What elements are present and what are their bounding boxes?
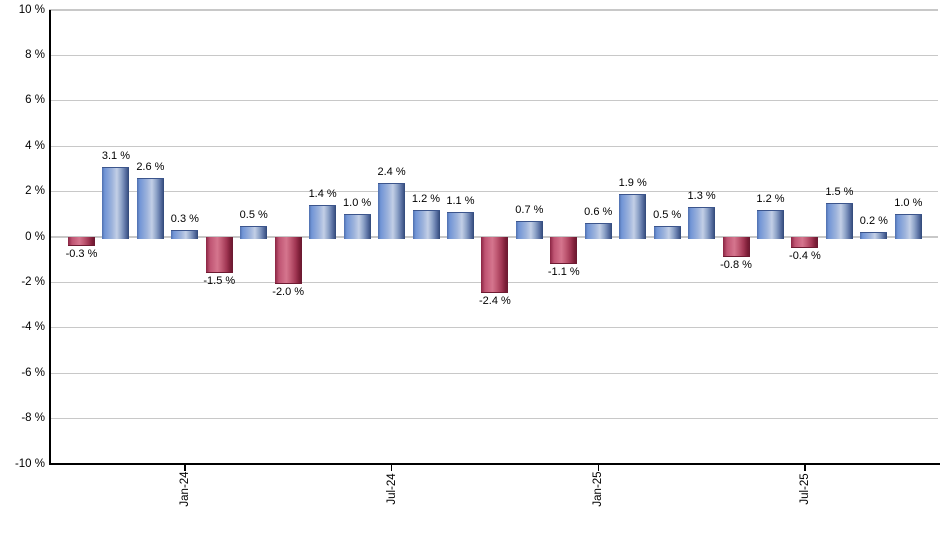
bar-positive [240, 225, 268, 239]
bar-positive [378, 182, 406, 239]
y-gridline [49, 372, 938, 374]
y-gridline [49, 100, 938, 102]
bar-value-label: 1.1 % [446, 195, 475, 208]
bar-positive [412, 209, 440, 239]
x-axis-tick-label: Jan-24 [178, 471, 191, 507]
bar-value-label: 1.0 % [343, 197, 372, 210]
bar-positive [825, 202, 853, 239]
bar-positive [860, 232, 888, 239]
bar-positive [894, 214, 922, 239]
bar-negative [205, 237, 233, 274]
bar-positive [309, 205, 337, 239]
bar-value-label: 1.2 % [411, 192, 441, 205]
bar-value-label: 3.1 % [101, 149, 130, 162]
bar-value-label: 1.3 % [687, 190, 716, 203]
x-axis-tick [597, 464, 599, 471]
bar-negative [722, 237, 750, 258]
bar-value-label: 1.0 % [894, 197, 923, 210]
bar-positive [446, 212, 474, 239]
bar-negative [274, 237, 302, 285]
y-axis-tick-label: 2 % [25, 185, 45, 198]
bar-negative [68, 237, 95, 246]
bar-value-label: -0.4 % [789, 250, 821, 263]
bar-positive [688, 207, 716, 239]
y-axis-tick-label: -8 % [21, 412, 45, 425]
bar-positive [171, 230, 199, 239]
bar-value-label: 1.9 % [618, 176, 647, 189]
y-axis-tick-label: 8 % [25, 48, 45, 61]
bar-positive [619, 193, 647, 239]
bar-negative [791, 237, 819, 249]
y-axis-tick-label: -2 % [21, 275, 45, 288]
y-gridline [49, 54, 938, 57]
bar-value-label: 0.5 % [653, 208, 682, 221]
y-gridline [49, 327, 938, 329]
y-axis-tick-label: 4 % [25, 139, 45, 152]
x-axis-tick-label: Jul-24 [385, 473, 398, 505]
bar-value-label: 0.3 % [170, 213, 199, 226]
y-gridline [49, 9, 938, 11]
bar-value-label: -2.0 % [272, 286, 305, 299]
y-axis-tick-label: -4 % [21, 321, 45, 334]
y-gridline [49, 417, 938, 420]
bar-positive [102, 166, 130, 239]
bar-positive [515, 221, 543, 239]
x-axis-line [48, 463, 940, 465]
bar-value-label: 2.6 % [136, 160, 165, 173]
bar-value-label: 0.5 % [239, 208, 268, 221]
x-axis-tick [390, 464, 393, 471]
y-axis-tick-label: -10 % [14, 457, 45, 470]
x-axis-tick-label: Jan-25 [592, 471, 605, 507]
bar-value-label: 0.7 % [515, 204, 544, 217]
y-axis-tick-label: -6 % [21, 366, 45, 379]
bar-value-label: -1.5 % [203, 275, 236, 288]
bar-positive [343, 214, 371, 239]
x-axis-tick-label: Jul-25 [798, 473, 811, 505]
bar-value-label: 1.4 % [308, 188, 337, 201]
y-axis-tick-label: 10 % [18, 3, 45, 16]
bar-value-label: -2.4 % [478, 295, 511, 308]
y-gridline [49, 145, 938, 147]
x-axis-tick [804, 464, 806, 471]
bar-value-label: -0.3 % [65, 247, 98, 260]
bar-positive [136, 177, 164, 239]
bar-value-label: 1.5 % [825, 185, 854, 198]
bar-negative [550, 237, 578, 264]
bar-value-label: -0.8 % [720, 259, 752, 272]
bar-value-label: 0.2 % [859, 215, 888, 228]
bar-positive [757, 209, 784, 239]
y-axis-tick-label: 6 % [25, 94, 45, 107]
bar-value-label: 0.6 % [584, 206, 613, 219]
bar-positive [584, 223, 612, 239]
bar-value-label: 1.2 % [756, 192, 785, 205]
x-axis-tick [184, 464, 186, 471]
y-axis-line [48, 10, 51, 465]
y-axis-tick-label: 0 % [25, 230, 45, 243]
y-gridline [49, 236, 938, 238]
bar-positive [653, 225, 681, 239]
bar-value-label: 2.4 % [377, 165, 406, 178]
bar-negative [481, 237, 509, 294]
bar-value-label: -1.1 % [547, 265, 580, 278]
y-gridline [49, 190, 938, 193]
